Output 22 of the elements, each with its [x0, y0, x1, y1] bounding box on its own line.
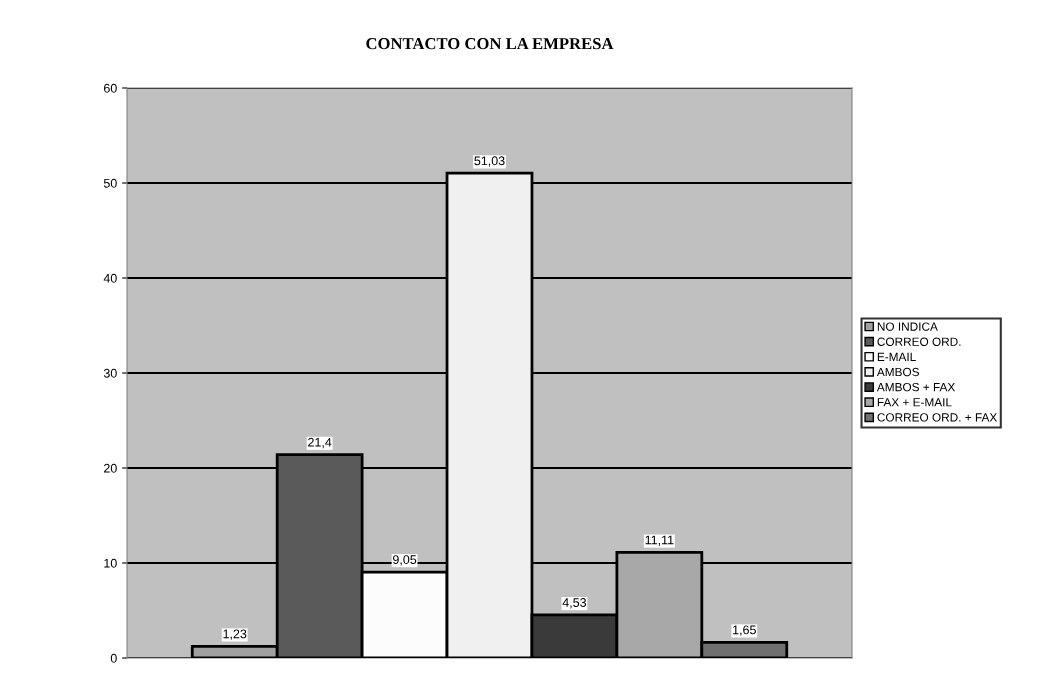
- data-label: 51,03: [474, 156, 505, 167]
- legend-label: CORREO ORD.: [877, 337, 961, 346]
- legend-label: AMBOS + FAX: [876, 382, 956, 392]
- y-tick-label: 60: [104, 83, 117, 93]
- chart-title: CONTACTO CON LA EMPRESA: [366, 38, 614, 50]
- legend-label: FAX + E-MAIL: [877, 398, 952, 407]
- data-label: 9,05: [392, 555, 417, 566]
- y-tick-label: 20: [104, 463, 117, 473]
- data-label: 21,4: [308, 437, 332, 449]
- y-tick-label: 10: [104, 558, 117, 568]
- legend-label: NO INDICA: [877, 322, 938, 331]
- legend-label: E-MAIL: [877, 352, 916, 361]
- legend-label: AMBOS: [876, 367, 919, 377]
- y-tick-label: 40: [103, 273, 117, 283]
- y-tick-label: 30: [103, 368, 117, 378]
- y-tick-label: 0: [110, 653, 117, 663]
- legend-label: CORREO ORD. + FAX: [877, 413, 997, 422]
- data-label: 4,53: [562, 598, 587, 609]
- data-label: 1,23: [223, 629, 247, 640]
- y-tick-label: 50: [103, 178, 117, 188]
- data-label: 1,65: [733, 625, 756, 636]
- data-label: 11,11: [645, 535, 674, 546]
